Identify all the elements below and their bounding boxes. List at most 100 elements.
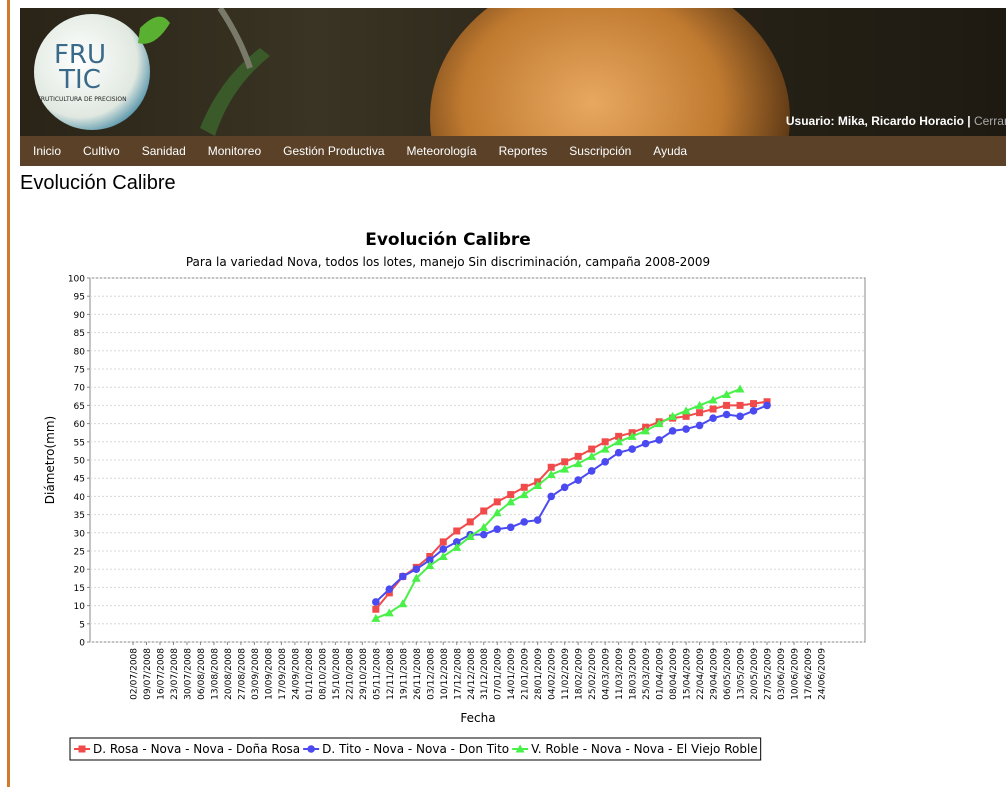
x-tick-label: 06/05/2009 <box>723 648 733 700</box>
data-point <box>669 427 677 435</box>
legend-label: D. Rosa - Nova - Nova - Doña Rosa <box>93 742 300 756</box>
data-point <box>682 425 690 433</box>
nav-item[interactable]: Sanidad <box>142 144 186 158</box>
x-tick-label: 22/04/2009 <box>696 648 706 700</box>
data-point <box>723 402 730 409</box>
y-tick-label: 50 <box>74 457 86 467</box>
y-tick-label: 0 <box>79 639 85 649</box>
y-tick-label: 95 <box>74 293 85 303</box>
x-tick-label: 20/05/2009 <box>750 648 760 700</box>
x-tick-label: 29/10/2008 <box>359 648 369 700</box>
x-tick-label: 10/12/2008 <box>440 648 450 700</box>
y-tick-label: 25 <box>74 548 85 558</box>
y-tick-label: 5 <box>79 620 85 630</box>
data-point <box>507 491 514 498</box>
nav-item[interactable]: Monitoreo <box>208 144 261 158</box>
nav-item[interactable]: Inicio <box>33 144 61 158</box>
data-point <box>548 464 555 471</box>
legend-label: D. Tito - Nova - Nova - Don Tito <box>322 742 509 756</box>
y-tick-label: 15 <box>74 584 85 594</box>
x-tick-label: 02/07/2008 <box>130 648 140 700</box>
data-point <box>372 606 379 613</box>
y-tick-label: 70 <box>74 384 86 394</box>
y-tick-label: 85 <box>74 329 85 339</box>
nav-item[interactable]: Gestión Productiva <box>283 144 384 158</box>
data-point <box>642 440 650 448</box>
nav-item[interactable]: Reportes <box>499 144 548 158</box>
x-tick-label: 17/12/2008 <box>453 648 463 700</box>
data-point <box>628 445 636 453</box>
y-tick-label: 10 <box>74 602 86 612</box>
nav-item[interactable]: Suscripción <box>569 144 631 158</box>
x-tick-label: 17/09/2008 <box>278 648 288 700</box>
data-point <box>480 531 488 539</box>
x-tick-label: 25/02/2009 <box>588 648 598 700</box>
data-point <box>602 438 609 445</box>
data-point <box>521 484 528 491</box>
data-point <box>709 414 717 422</box>
x-tick-label: 10/09/2008 <box>264 648 274 700</box>
x-tick-label: 15/10/2008 <box>332 648 342 700</box>
x-tick-label: 01/10/2008 <box>305 648 315 700</box>
logo-text: TIC <box>58 65 101 95</box>
nav-item[interactable]: Ayuda <box>653 144 687 158</box>
data-point <box>575 453 582 460</box>
nav-bar: Inicio Cultivo Sanidad Monitoreo Gestión Pro… <box>20 136 1006 166</box>
data-point <box>723 411 731 419</box>
x-tick-label: 23/07/2008 <box>170 648 180 700</box>
data-point <box>736 413 744 421</box>
x-tick-label: 07/01/2009 <box>494 648 504 700</box>
x-tick-label: 01/04/2009 <box>656 648 666 700</box>
data-point <box>494 498 501 505</box>
x-tick-label: 06/08/2008 <box>197 648 207 700</box>
y-tick-label: 100 <box>68 275 85 285</box>
logo-caption: FRUTICULTURA DE PRECISION <box>37 96 126 103</box>
x-tick-label: 18/02/2009 <box>575 648 585 700</box>
data-point <box>507 524 515 532</box>
y-tick-label: 35 <box>74 511 85 521</box>
x-tick-label: 05/11/2008 <box>372 648 382 700</box>
data-point <box>467 518 474 525</box>
x-tick-label: 26/11/2008 <box>413 648 423 700</box>
data-point <box>79 746 86 753</box>
x-tick-label: 24/06/2009 <box>818 648 828 700</box>
x-tick-label: 21/01/2009 <box>521 648 531 700</box>
data-point <box>412 565 420 573</box>
nav-item[interactable]: Meteorología <box>407 144 477 158</box>
data-point <box>439 545 447 553</box>
x-tick-label: 03/06/2009 <box>777 648 787 700</box>
nav-item[interactable]: Cultivo <box>83 144 120 158</box>
x-tick-label: 30/07/2008 <box>183 648 193 700</box>
y-tick-label: 90 <box>74 311 86 321</box>
x-tick-label: 31/12/2008 <box>480 648 490 700</box>
x-tick-label: 25/03/2009 <box>642 648 652 700</box>
x-tick-label: 20/08/2008 <box>224 648 234 700</box>
data-point <box>588 467 596 475</box>
data-point <box>763 402 771 410</box>
x-tick-label: 18/03/2009 <box>629 648 639 700</box>
x-tick-label: 28/01/2009 <box>534 648 544 700</box>
x-tick-label: 11/03/2009 <box>615 648 625 700</box>
data-point <box>534 516 542 524</box>
data-point <box>520 518 528 526</box>
x-tick-label: 12/11/2008 <box>386 648 396 700</box>
data-point <box>601 458 609 466</box>
data-point <box>399 573 407 581</box>
legend-label: V. Roble - Nova - Nova - El Viejo Roble <box>531 742 758 756</box>
x-tick-label: 24/09/2008 <box>291 648 301 700</box>
x-tick-label: 13/05/2009 <box>737 648 747 700</box>
page: FRU TIC FRUTICULTURA DE PRECISION Usuari… <box>0 0 1006 787</box>
x-tick-label: 15/04/2009 <box>683 648 693 700</box>
data-point <box>493 525 501 533</box>
data-point <box>440 538 447 545</box>
legend: D. Rosa - Nova - Nova - Doña Rosa D. Tito… <box>70 738 761 760</box>
data-point <box>655 436 663 444</box>
user-name: Usuario: Mika, Ricardo Horacio <box>786 114 964 128</box>
data-point <box>737 402 744 409</box>
y-tick-label: 60 <box>74 420 86 430</box>
chart-title: Evolución Calibre <box>365 230 531 250</box>
logout-link[interactable]: Cerrar sesión <box>974 114 1006 128</box>
x-tick-label: 03/12/2008 <box>426 648 436 700</box>
data-point <box>386 585 394 593</box>
data-point <box>372 598 380 606</box>
